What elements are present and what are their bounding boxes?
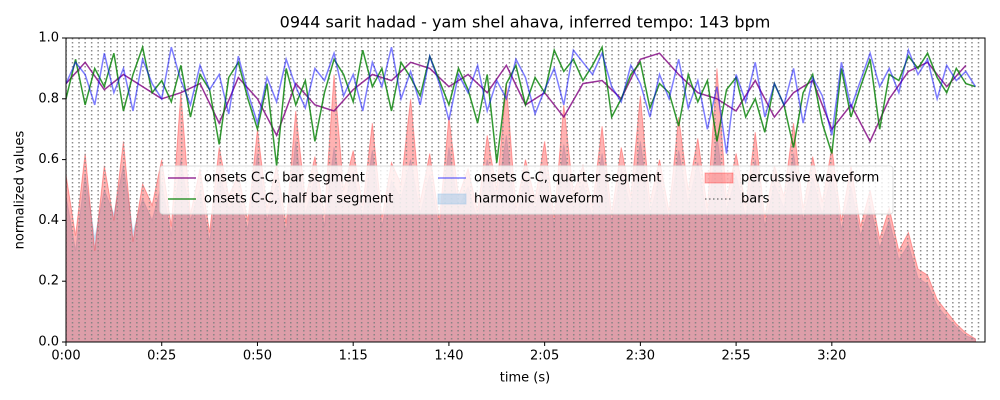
y-tick-label: 1.0 xyxy=(38,31,59,46)
x-tick-label: 3:20 xyxy=(817,349,846,364)
legend-label: onsets C-C, bar segment xyxy=(204,171,365,186)
x-tick-label: 0:50 xyxy=(243,349,272,364)
chart-title: 0944 sarit hadad - yam shel ahava, infer… xyxy=(280,13,771,32)
y-tick-label: 0.8 xyxy=(38,91,59,106)
line xyxy=(66,46,977,154)
legend-label: bars xyxy=(741,192,770,207)
legend-label: harmonic waveform xyxy=(474,192,604,207)
x-tick-label: 0:00 xyxy=(51,349,80,364)
legend-label: onsets C-C, quarter segment xyxy=(474,171,661,186)
y-tick-label: 0.4 xyxy=(38,213,59,228)
legend-label: percussive waveform xyxy=(741,171,879,186)
x-tick-label: 0:25 xyxy=(147,349,176,364)
x-tick-label: 2:05 xyxy=(530,349,559,364)
legend-swatch xyxy=(704,172,734,184)
legend-box xyxy=(159,165,894,215)
line xyxy=(66,44,976,166)
y-tick-label: 0.2 xyxy=(38,274,59,289)
legend-label: onsets C-C, half bar segment xyxy=(204,192,393,207)
x-tick-label: 2:55 xyxy=(722,349,751,364)
y-tick-label: 0.0 xyxy=(38,335,59,350)
legend-swatch xyxy=(437,193,467,205)
x-axis-label: time (s) xyxy=(500,371,550,386)
y-axis-label: normalized values xyxy=(13,130,28,249)
x-tick-label: 1:15 xyxy=(339,349,368,364)
y-tick-label: 0.6 xyxy=(38,152,59,167)
x-tick-label: 2:30 xyxy=(626,349,655,364)
x-tick-label: 1:40 xyxy=(434,349,463,364)
plot-frame xyxy=(65,37,986,343)
